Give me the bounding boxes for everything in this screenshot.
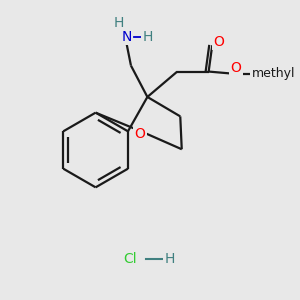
Text: H: H <box>114 16 124 30</box>
Text: O: O <box>135 127 146 141</box>
Text: O: O <box>231 61 242 75</box>
Text: methyl: methyl <box>251 67 295 80</box>
Text: H: H <box>143 30 153 44</box>
Text: H: H <box>164 252 175 266</box>
Text: N: N <box>122 30 132 44</box>
Text: Cl: Cl <box>123 252 137 266</box>
Text: O: O <box>213 35 224 49</box>
